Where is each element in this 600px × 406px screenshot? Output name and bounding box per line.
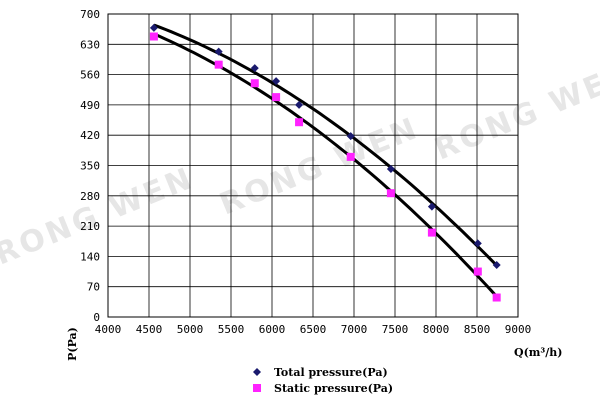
trend-curves: [153, 23, 498, 298]
static-pressure-point: [214, 60, 223, 69]
legend: Total pressure(Pa) Static pressure(Pa): [253, 366, 393, 395]
static-pressure-point: [295, 118, 304, 127]
watermark-right: RONG WEN: [430, 56, 600, 168]
x-axis-ticks: 4000 4500 5000 5500 6000 6500 7000 7500 8000 8500…: [95, 323, 532, 336]
y-tick-label: 140: [80, 250, 100, 263]
x-tick-label: 5000: [177, 323, 204, 336]
legend-diamond-marker: [253, 368, 261, 376]
static-pressure-point: [492, 293, 501, 302]
data-markers: [149, 23, 501, 302]
x-tick-label: 5500: [218, 323, 245, 336]
total-pressure-point: [346, 132, 355, 141]
y-tick-label: 420: [80, 129, 100, 142]
x-tick-label: 4000: [95, 323, 122, 336]
legend-label: Total pressure(Pa): [274, 366, 388, 379]
y-tick-label: 700: [80, 8, 100, 21]
legend-square-marker: [253, 384, 261, 392]
y-tick-label: 560: [80, 69, 100, 82]
x-tick-label: 6000: [259, 323, 286, 336]
y-tick-label: 630: [80, 38, 100, 51]
total-pressure-point: [295, 100, 304, 109]
static-pressure-point: [427, 228, 436, 237]
static-pressure-point: [250, 79, 259, 88]
y-tick-label: 490: [80, 99, 100, 112]
x-tick-label: 7500: [382, 323, 409, 336]
trend-curve-2: [153, 32, 498, 298]
plot-area-border: [107, 13, 519, 318]
static-pressure-point: [272, 93, 281, 102]
x-tick-label: 8500: [464, 323, 491, 336]
watermark-center: RONG WEN: [215, 111, 424, 223]
plot-grid: [107, 13, 519, 318]
total-pressure-point: [427, 202, 436, 211]
total-pressure-point: [272, 77, 281, 86]
x-tick-label: 4500: [136, 323, 163, 336]
trend-curve-1: [153, 23, 498, 267]
legend-label: Static pressure(Pa): [274, 382, 393, 395]
static-pressure-point: [346, 152, 355, 161]
total-pressure-point: [214, 47, 223, 56]
total-pressure-point: [386, 164, 395, 173]
total-pressure-point: [492, 261, 501, 270]
y-tick-label: 0: [93, 311, 100, 324]
x-tick-label: 7000: [341, 323, 368, 336]
static-pressure-point: [386, 189, 395, 198]
total-pressure-point: [149, 23, 158, 32]
total-pressure-point: [250, 64, 259, 73]
y-axis-ticks: 0 70 140 210 280 350 420 490 560 630 700: [80, 8, 100, 324]
x-tick-label: 8000: [423, 323, 450, 336]
y-axis-label: P(Pa): [66, 327, 79, 361]
x-tick-label: 9000: [505, 323, 532, 336]
total-pressure-point: [473, 239, 482, 248]
y-tick-label: 210: [80, 220, 100, 233]
static-pressure-point: [473, 267, 482, 276]
y-tick-label: 70: [87, 281, 100, 294]
y-tick-label: 280: [80, 190, 100, 203]
y-tick-label: 350: [80, 160, 100, 173]
x-axis-label: Q(m³/h): [514, 346, 562, 359]
x-tick-label: 6500: [300, 323, 327, 336]
static-pressure-point: [149, 32, 158, 41]
